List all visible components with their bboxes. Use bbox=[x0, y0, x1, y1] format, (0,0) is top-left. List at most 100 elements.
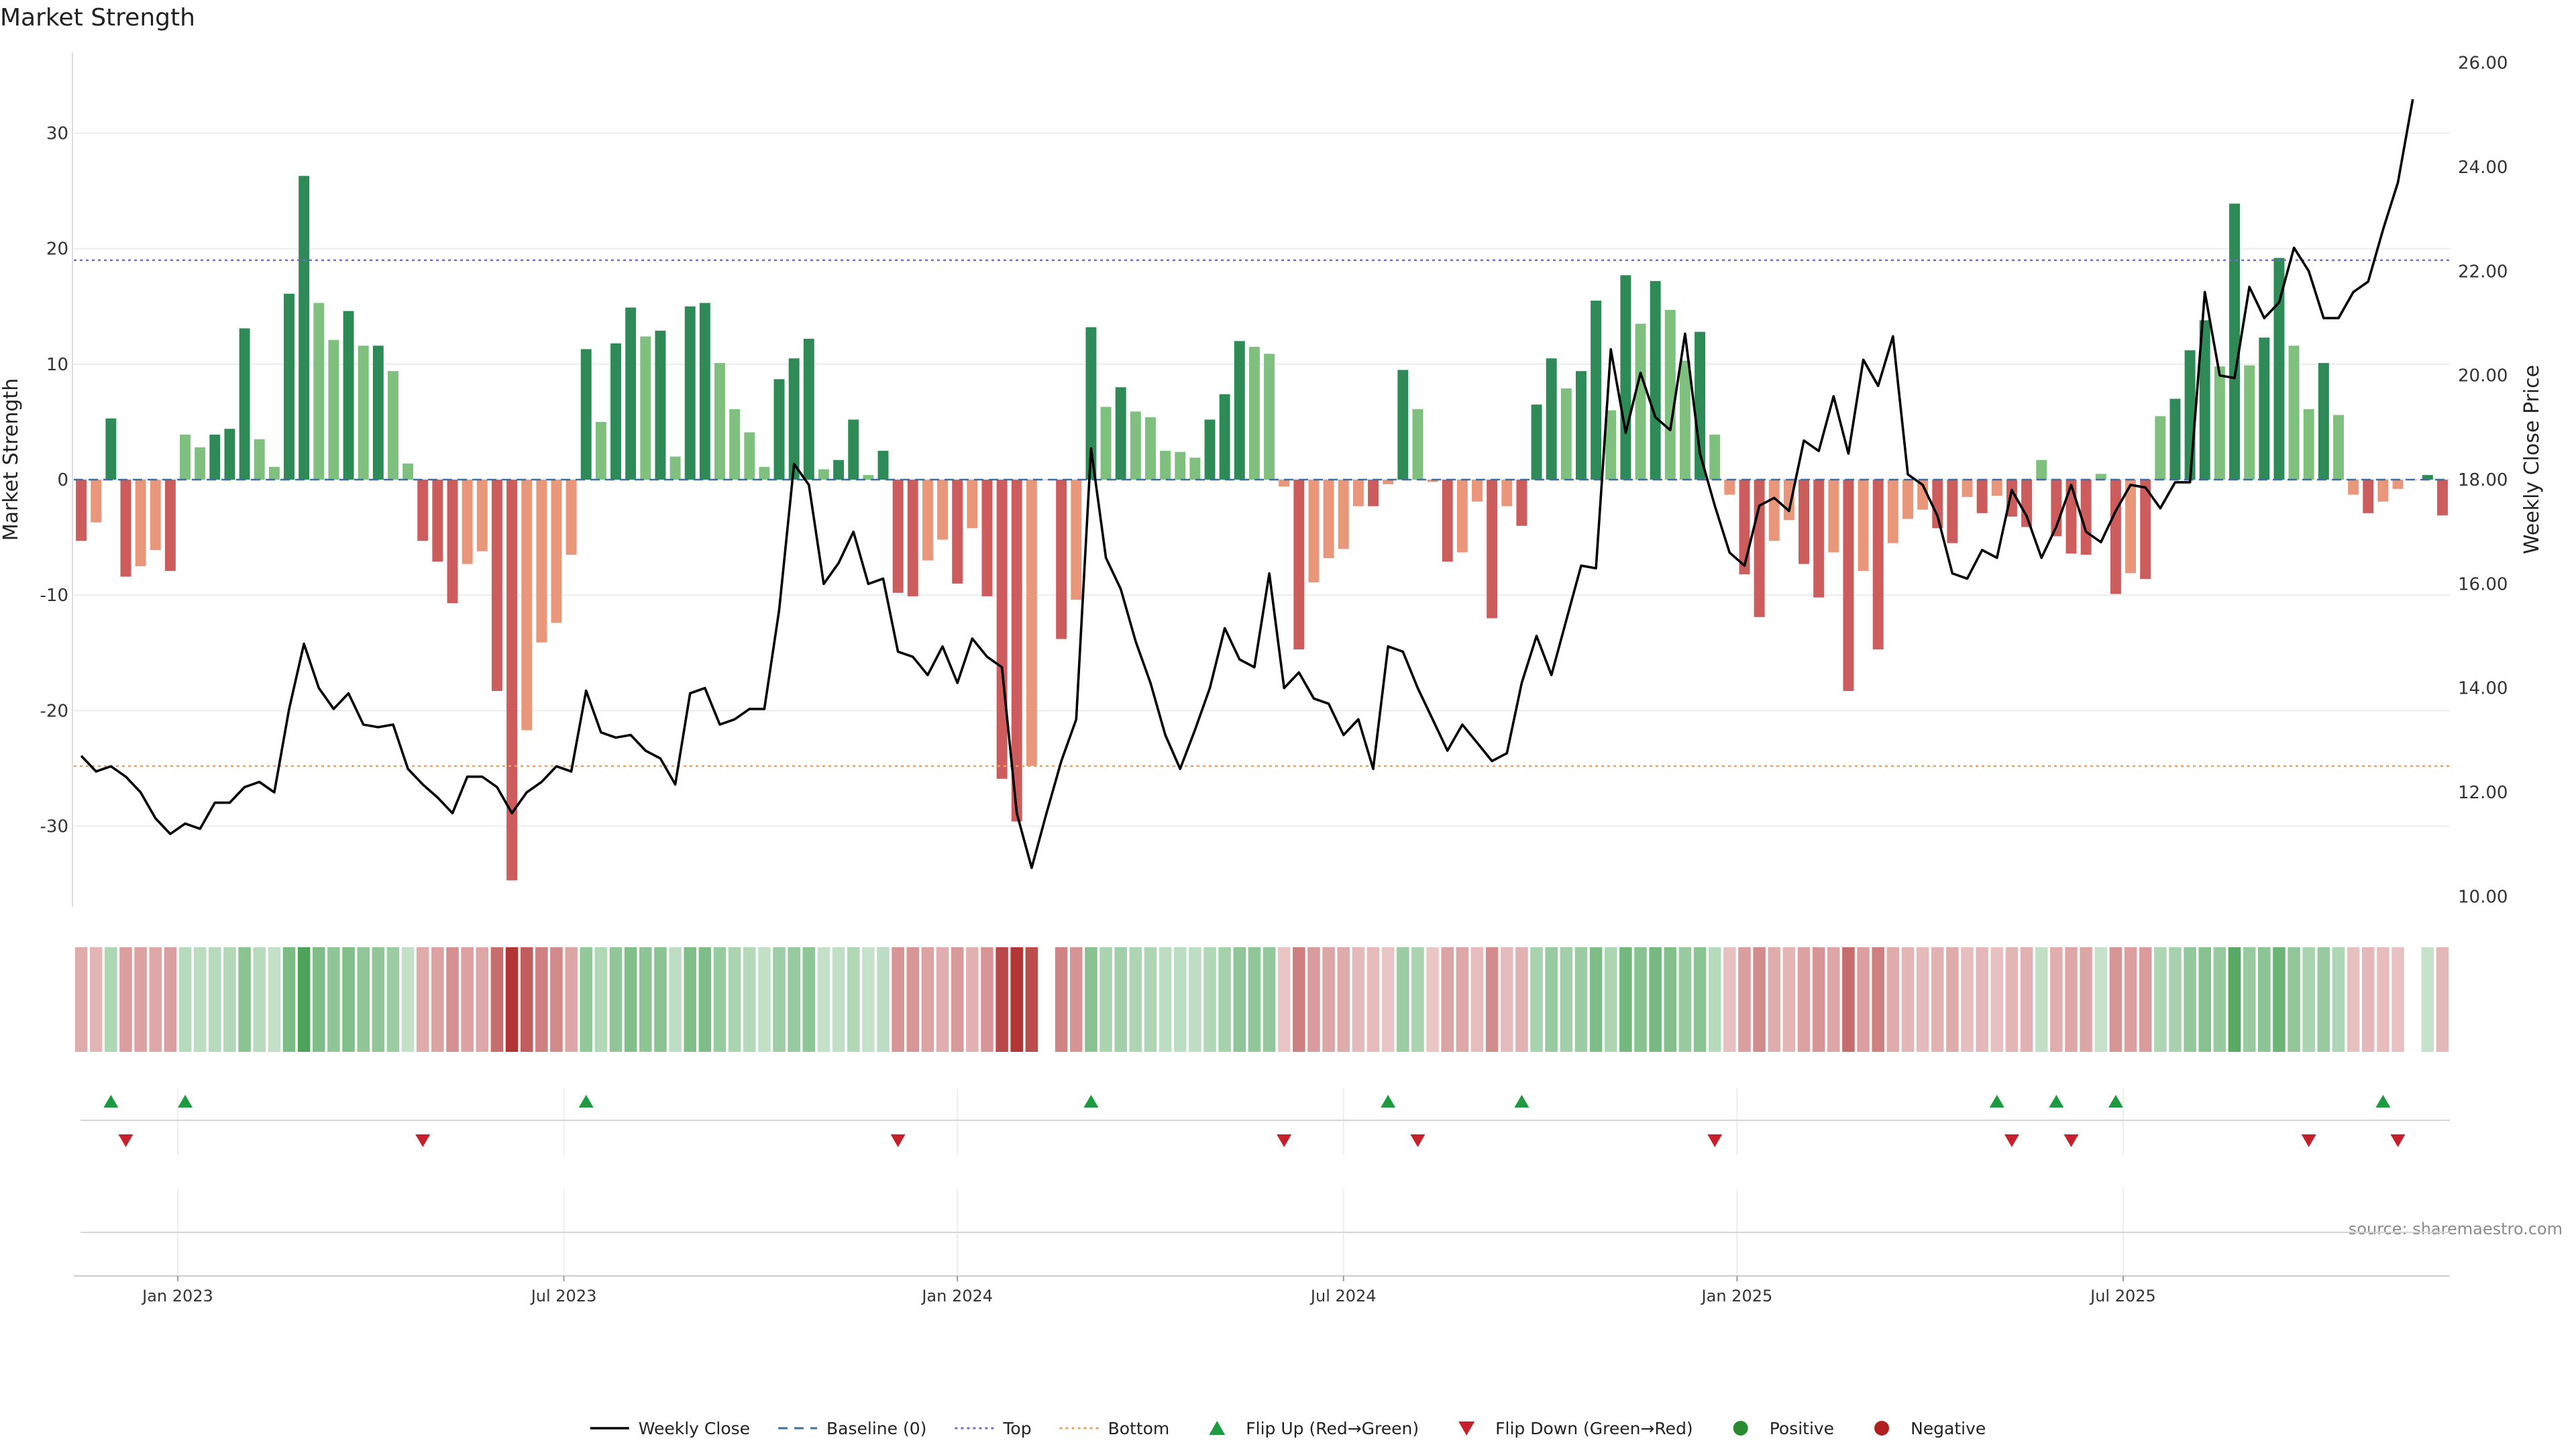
heatmap-cell bbox=[1782, 947, 1796, 1052]
strength-bar bbox=[788, 358, 800, 480]
y2-tick-label: 12.00 bbox=[2458, 783, 2508, 803]
strength-bar bbox=[981, 480, 993, 596]
heatmap-cell bbox=[2109, 947, 2123, 1052]
heatmap-cell bbox=[1589, 947, 1603, 1052]
strength-bar bbox=[476, 480, 488, 551]
heatmap-cell bbox=[1025, 947, 1038, 1052]
heatmap-cell bbox=[2302, 947, 2315, 1052]
y-tick-label: -30 bbox=[40, 816, 68, 837]
heatmap-cell bbox=[2035, 947, 2048, 1052]
heatmap-cell bbox=[1352, 947, 1365, 1052]
heatmap-cell bbox=[134, 947, 147, 1052]
strength-bar bbox=[2332, 415, 2344, 480]
heatmap-cell bbox=[743, 947, 756, 1052]
heatmap-cell bbox=[490, 947, 504, 1052]
strength-bar bbox=[1248, 347, 1260, 480]
strength-bar bbox=[818, 469, 829, 480]
heatmap-cell bbox=[1085, 947, 1097, 1052]
strength-bar bbox=[1234, 341, 1245, 480]
flip-down-marker bbox=[2301, 1134, 2316, 1147]
heatmap-cell bbox=[1366, 947, 1380, 1052]
heatmap-cell bbox=[105, 947, 117, 1052]
y-tick-label: 0 bbox=[57, 470, 68, 490]
heatmap-cell bbox=[1129, 947, 1142, 1052]
heatmap-cell bbox=[1872, 947, 1885, 1052]
heatmap-cell bbox=[669, 947, 682, 1052]
strength-bar bbox=[2392, 480, 2404, 489]
flip-down-marker bbox=[2063, 1134, 2079, 1147]
flip-down-marker bbox=[1707, 1134, 1723, 1147]
strength-bar bbox=[1204, 419, 1216, 480]
heatmap-cell bbox=[1114, 947, 1127, 1052]
strength-bar bbox=[1144, 417, 1156, 480]
heatmap-cell bbox=[877, 947, 890, 1052]
strength-bar bbox=[1279, 480, 1290, 487]
heatmap-cell bbox=[1976, 947, 1988, 1052]
x-tick-label: Jan 2025 bbox=[1701, 1287, 1773, 1305]
strength-bar bbox=[1085, 327, 1097, 480]
strength-bar bbox=[2318, 363, 2329, 480]
strength-bar bbox=[2155, 416, 2166, 480]
flip-down-marker bbox=[890, 1134, 906, 1147]
strength-bar bbox=[1828, 480, 1839, 553]
strength-bar bbox=[1442, 480, 1453, 562]
strength-bar bbox=[996, 480, 1008, 779]
heatmap-cell bbox=[1678, 947, 1692, 1052]
strength-bar bbox=[164, 480, 176, 572]
strength-bar bbox=[625, 307, 637, 480]
x-tick-label: Jan 2024 bbox=[920, 1287, 993, 1305]
strength-bar bbox=[1219, 394, 1230, 480]
strength-bar bbox=[580, 349, 592, 480]
strength-bar bbox=[1456, 480, 1468, 553]
y2-tick-label: 24.00 bbox=[2458, 158, 2508, 178]
heatmap-cell bbox=[2005, 947, 2019, 1052]
strength-bar bbox=[195, 447, 206, 480]
heatmap-cell bbox=[1293, 947, 1305, 1052]
heatmap-cell bbox=[1931, 947, 1944, 1052]
strength-bar bbox=[1783, 480, 1794, 521]
strength-bar bbox=[2436, 480, 2448, 516]
strength-bar bbox=[1605, 410, 1617, 480]
strength-bar bbox=[729, 409, 741, 480]
strength-bar bbox=[2422, 475, 2433, 480]
heatmap-cell bbox=[2050, 947, 2063, 1052]
heatmap-cell bbox=[862, 947, 875, 1052]
heatmap-cell bbox=[1307, 947, 1320, 1052]
strength-bar bbox=[1887, 480, 1898, 543]
strength-bar bbox=[1175, 451, 1186, 480]
heatmap-cell bbox=[1500, 947, 1513, 1052]
heatmap-cell bbox=[1545, 947, 1558, 1052]
heatmap-cell bbox=[386, 947, 400, 1052]
heatmap-cell bbox=[1797, 947, 1811, 1052]
strength-bar bbox=[1724, 480, 1735, 495]
strength-bar bbox=[209, 434, 221, 480]
strength-bar bbox=[2065, 480, 2077, 554]
strength-bar bbox=[254, 439, 265, 480]
strength-bar bbox=[744, 432, 755, 480]
strength-bar bbox=[2140, 480, 2151, 580]
heatmap-cell bbox=[2198, 947, 2212, 1052]
strength-bar bbox=[892, 480, 904, 593]
strength-bar bbox=[2259, 337, 2270, 480]
legend-label: Bottom bbox=[1108, 1419, 1170, 1438]
strength-bar bbox=[848, 419, 859, 480]
heatmap-cell bbox=[327, 947, 340, 1052]
strength-bar bbox=[1412, 409, 1424, 480]
legend-label: Flip Down (Green→Red) bbox=[1495, 1419, 1693, 1438]
heatmap-cell bbox=[297, 947, 311, 1052]
heatmap-cell bbox=[802, 947, 816, 1052]
strength-bar bbox=[1739, 480, 1750, 575]
strength-bar bbox=[2273, 258, 2285, 480]
heatmap-cell bbox=[2184, 947, 2196, 1052]
strength-bar bbox=[2184, 350, 2196, 480]
heatmap-cell bbox=[2124, 947, 2137, 1052]
y2-axis-label: Weekly Close Price bbox=[2520, 365, 2544, 554]
legend: Weekly Close Baseline (0) Top Bottom Flip Up… bbox=[590, 1419, 1986, 1438]
heatmap-cell bbox=[223, 947, 236, 1052]
strength-bar bbox=[76, 480, 87, 541]
strength-bar bbox=[180, 434, 191, 480]
strength-bar bbox=[1917, 480, 1929, 510]
strength-bar bbox=[491, 480, 502, 692]
flip-up-marker bbox=[103, 1095, 119, 1108]
heatmap-cell bbox=[1827, 947, 1840, 1052]
